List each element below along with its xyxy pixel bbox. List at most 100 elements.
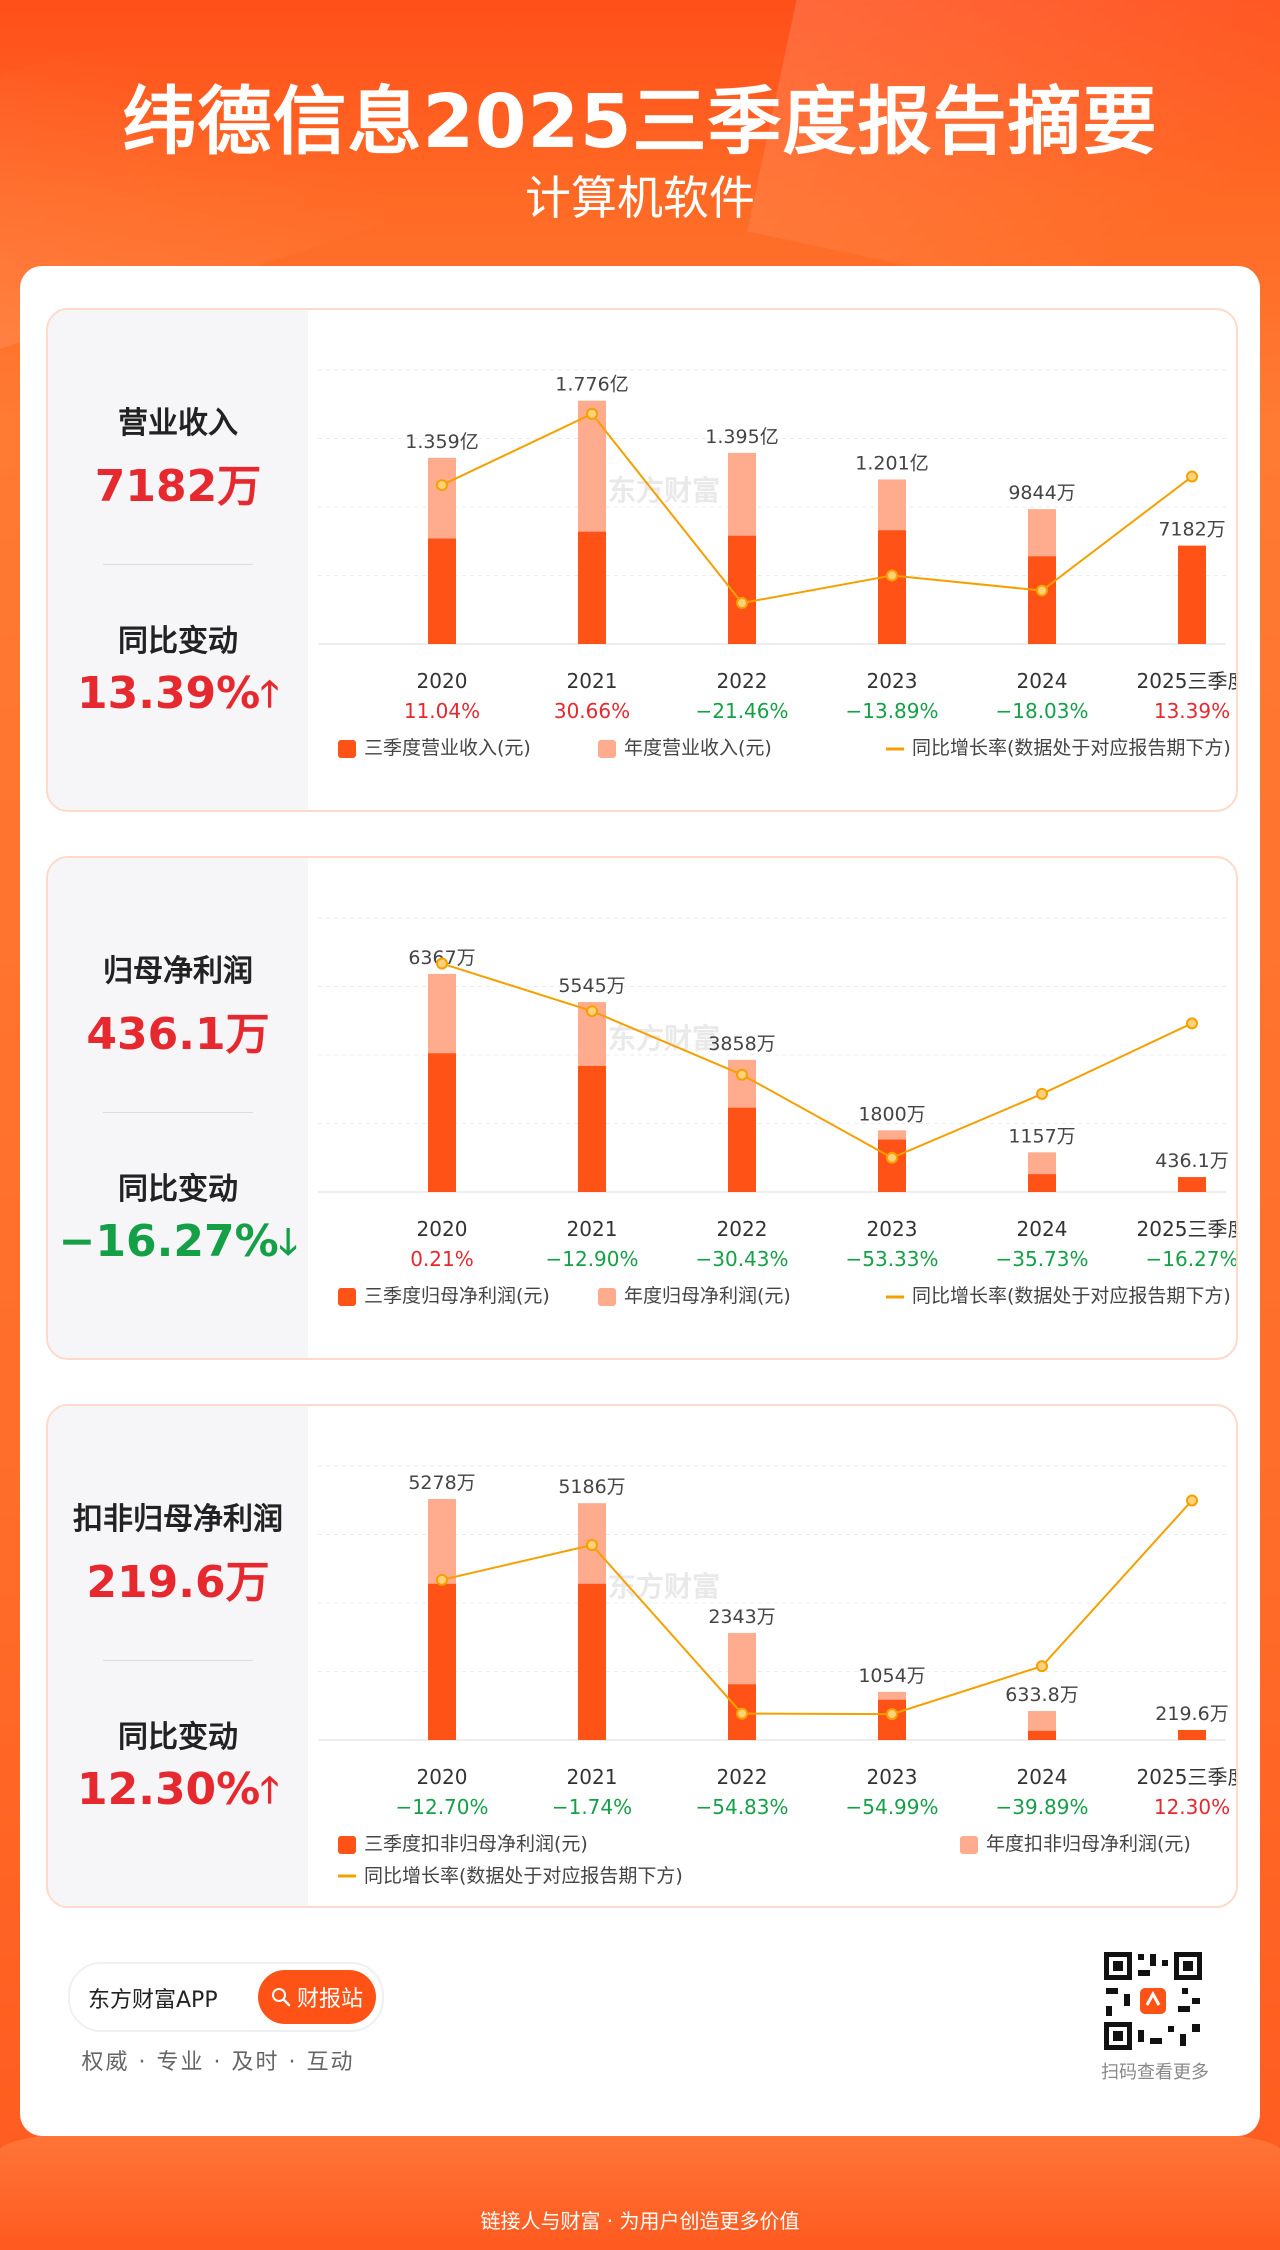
summary-divider	[103, 1660, 253, 1661]
growth-point	[1186, 1017, 1198, 1030]
deducted-profit-chart: 东方财富 5278万 5186万 2343万 1054万 633.8万 219.6万 2020…	[318, 1465, 1236, 1887]
net-profit-change-value: −16.27%	[58, 1216, 279, 1267]
bar-value-label: 5545万	[558, 975, 625, 997]
deducted-profit-value: 219.6万	[86, 1557, 270, 1608]
page-subtitle: 计算机软件	[525, 171, 755, 225]
financial-report-button[interactable]: 财报站	[258, 1970, 376, 2024]
category-label: 2021	[567, 669, 618, 693]
q3-bar	[578, 1065, 606, 1192]
revenue-value: 7182万	[94, 461, 262, 512]
growth-label: −30.43%	[695, 1247, 788, 1271]
revenue-label: 营业收入	[118, 406, 238, 441]
bar-value-label: 1054万	[858, 1665, 925, 1687]
net-profit-chart: 东方财富6367万5545万3858万1800万1157万436.1万20200…	[318, 917, 1236, 1307]
bar-value-label: 436.1万	[1155, 1150, 1228, 1172]
q3-bar	[428, 1583, 456, 1740]
revenue-change-row: 13.39%🡑	[48, 668, 308, 729]
financial-report-button-label: 财报站	[296, 1987, 363, 2012]
growth-label: 0.21%	[410, 1247, 474, 1271]
qr-caption: 扫码查看更多	[1101, 2062, 1209, 2083]
category-label: 2024	[1017, 669, 1068, 693]
legend-swatch-q3	[338, 1288, 356, 1306]
deducted-profit-change-label: 同比变动	[118, 1720, 238, 1755]
bar-value-label: 3858万	[708, 1033, 775, 1055]
q3-bar	[578, 1583, 606, 1740]
growth-label: −12.90%	[545, 1247, 638, 1271]
legend-label-q3: 三季度营业收入(元)	[364, 737, 531, 759]
bar-value-label: 1.359亿	[405, 431, 478, 453]
growth-label: −21.46%	[695, 699, 788, 723]
net-profit-change-row: −16.27%🡓	[48, 1216, 308, 1277]
revenue-chart: 东方财富 1.359亿 1.776亿 1.395亿 1.201亿 9844万 7182万 20…	[318, 369, 1236, 759]
category-label: 2023	[867, 1217, 918, 1241]
growth-point	[586, 1539, 598, 1552]
growth-point	[436, 479, 448, 492]
growth-point	[736, 597, 748, 610]
growth-line	[441, 962, 1193, 1159]
search-icon	[271, 1988, 291, 2007]
q3-bar	[878, 1139, 906, 1192]
revenue-change-value: 13.39%	[77, 668, 261, 719]
category-label: 2025三季度	[1137, 669, 1236, 693]
q3-bar	[1178, 1729, 1206, 1740]
bottom-slogan: 链接人与财富 · 为用户创造更多价值	[480, 2209, 800, 2233]
slogan: 权威 · 专业 · 及时 · 互动	[81, 2050, 355, 2075]
legend-label-annual: 年度归母净利润(元)	[624, 1285, 791, 1307]
category-label: 2025三季度	[1137, 1765, 1236, 1789]
growth-point	[1186, 470, 1198, 483]
q3-bar	[878, 530, 906, 644]
growth-point	[886, 569, 898, 582]
revenue-card: 营业收入 7182万 同比变动 13.39%🡑 东方财富 1.359亿 1.776亿…	[46, 308, 1238, 812]
watermark: 东方财富	[608, 1570, 720, 1603]
deducted-profit-change-row: 12.30%🡑	[48, 1764, 308, 1825]
growth-label: −39.89%	[995, 1795, 1088, 1819]
bar-value-label: 1.201亿	[855, 452, 928, 474]
qr-code-icon[interactable]	[1102, 1950, 1204, 2052]
q3-bar	[1028, 1730, 1056, 1740]
legend-swatch-annual	[598, 740, 616, 758]
category-label: 2022	[717, 1217, 768, 1241]
category-label: 2023	[867, 1765, 918, 1789]
bar-value-label: 5278万	[408, 1472, 475, 1494]
growth-point	[886, 1151, 898, 1164]
legend-label-growth: 同比增长率(数据处于对应报告期下方)	[364, 1865, 683, 1887]
growth-point	[736, 1707, 748, 1720]
q3-bar	[1028, 1174, 1056, 1192]
bar-value-label: 633.8万	[1005, 1684, 1078, 1706]
deducted-profit-label: 扣非归母净利润	[73, 1502, 283, 1537]
growth-label: −18.03%	[995, 699, 1088, 723]
growth-point	[436, 1573, 448, 1586]
growth-label: 30.66%	[554, 699, 630, 723]
growth-point	[586, 1005, 598, 1018]
legend-label-q3: 三季度归母净利润(元)	[364, 1285, 550, 1307]
legend-label-growth: 同比增长率(数据处于对应报告期下方)	[912, 1285, 1231, 1307]
category-label: 2022	[717, 669, 768, 693]
category-label: 2024	[1017, 1217, 1068, 1241]
legend-swatch-annual	[960, 1836, 978, 1854]
q3-bar	[578, 531, 606, 644]
growth-label: −54.99%	[845, 1795, 938, 1819]
bar-value-label: 5186万	[558, 1476, 625, 1498]
net-profit-summary: 归母净利润 436.1万 同比变动 −16.27%🡓	[48, 858, 308, 1358]
bar-value-label: 219.6万	[1155, 1703, 1228, 1725]
revenue-change-label: 同比变动	[118, 624, 238, 659]
bar-value-label: 2343万	[708, 1606, 775, 1628]
growth-label: −16.27%	[1145, 1247, 1236, 1271]
bar-value-label: 1157万	[1008, 1125, 1075, 1147]
growth-line	[441, 412, 1193, 605]
growth-label: −53.33%	[845, 1247, 938, 1271]
watermark: 东方财富	[608, 1022, 720, 1055]
growth-line	[441, 1499, 1193, 1716]
growth-label: −35.73%	[995, 1247, 1088, 1271]
category-label: 2025三季度	[1137, 1217, 1236, 1241]
watermark: 东方财富	[608, 474, 720, 507]
deducted-profit-card: 扣非归母净利润 219.6万 同比变动 12.30%🡑 东方财富 5278万 518…	[46, 1404, 1238, 1908]
growth-label: −13.89%	[845, 699, 938, 723]
legend-swatch-q3	[338, 1836, 356, 1854]
growth-point	[586, 407, 598, 420]
growth-label: 13.39%	[1154, 699, 1230, 723]
legend-label-annual: 年度扣非归母净利润(元)	[986, 1833, 1191, 1855]
summary-divider	[103, 1112, 253, 1113]
bar-value-label: 1800万	[858, 1103, 925, 1125]
category-label: 2020	[417, 669, 468, 693]
